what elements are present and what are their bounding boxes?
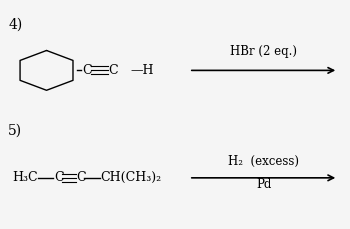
Text: C: C xyxy=(82,64,92,77)
Text: C: C xyxy=(108,64,118,77)
Text: C: C xyxy=(54,171,64,184)
Text: 4): 4) xyxy=(8,17,23,31)
Text: Pd: Pd xyxy=(256,178,271,191)
Text: —H: —H xyxy=(131,64,154,77)
Text: 5): 5) xyxy=(8,124,22,138)
Text: H₃C: H₃C xyxy=(12,171,37,184)
Text: H₂  (excess): H₂ (excess) xyxy=(228,155,299,168)
Text: HBr (2 eq.): HBr (2 eq.) xyxy=(230,45,297,58)
Text: C: C xyxy=(76,171,86,184)
Text: CH(CH₃)₂: CH(CH₃)₂ xyxy=(100,171,161,184)
